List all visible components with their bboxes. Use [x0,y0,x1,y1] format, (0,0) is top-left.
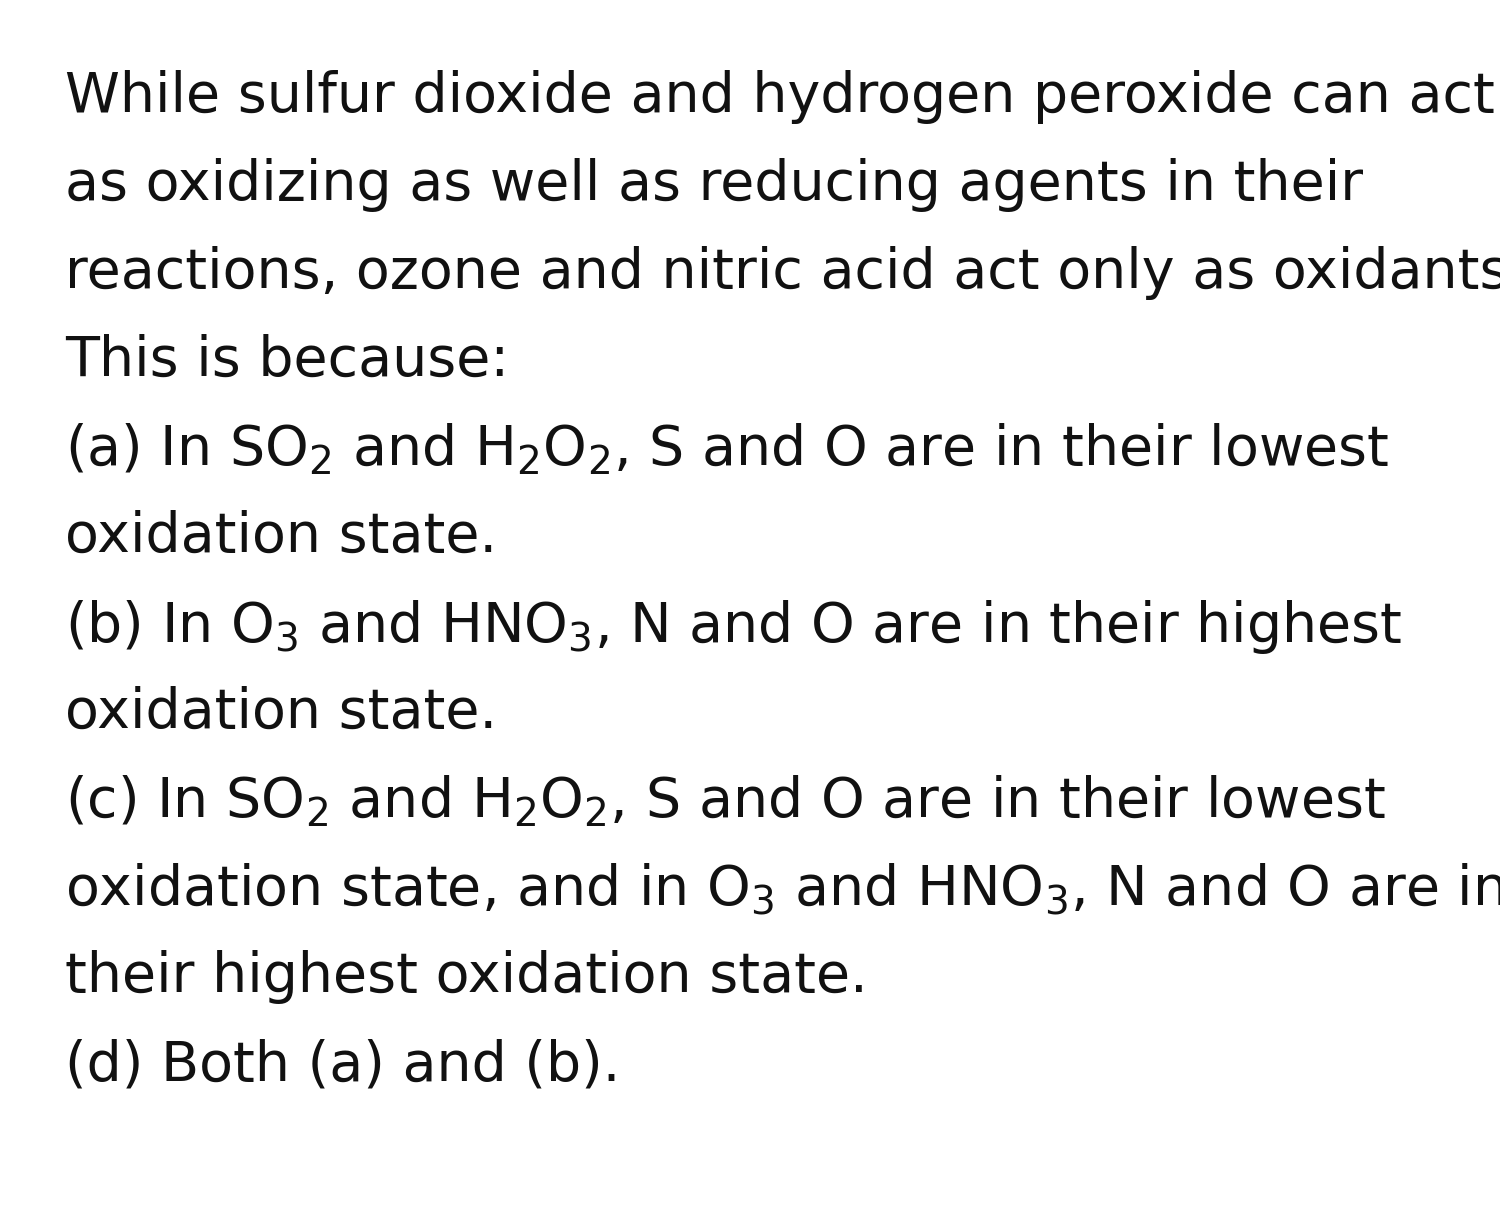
Text: oxidation state.: oxidation state. [64,510,497,564]
Text: (d) Both (a) and (b).: (d) Both (a) and (b). [64,1038,621,1092]
Text: oxidation state.: oxidation state. [64,686,497,741]
Text: (b) In O$_3$ and HNO$_3$, N and O are in their highest: (b) In O$_3$ and HNO$_3$, N and O are in… [64,598,1402,655]
Text: While sulfur dioxide and hydrogen peroxide can act: While sulfur dioxide and hydrogen peroxi… [64,71,1496,124]
Text: (c) In SO$_2$ and H$_2$O$_2$, S and O are in their lowest: (c) In SO$_2$ and H$_2$O$_2$, S and O ar… [64,775,1386,829]
Text: their highest oxidation state.: their highest oxidation state. [64,950,867,1004]
Text: reactions, ozone and nitric acid act only as oxidants.: reactions, ozone and nitric acid act onl… [64,246,1500,300]
Text: This is because:: This is because: [64,334,509,388]
Text: as oxidizing as well as reducing agents in their: as oxidizing as well as reducing agents … [64,158,1364,212]
Text: oxidation state, and in O$_3$ and HNO$_3$, N and O are in: oxidation state, and in O$_3$ and HNO$_3… [64,862,1500,917]
Text: (a) In SO$_2$ and H$_2$O$_2$, S and O are in their lowest: (a) In SO$_2$ and H$_2$O$_2$, S and O ar… [64,422,1389,477]
